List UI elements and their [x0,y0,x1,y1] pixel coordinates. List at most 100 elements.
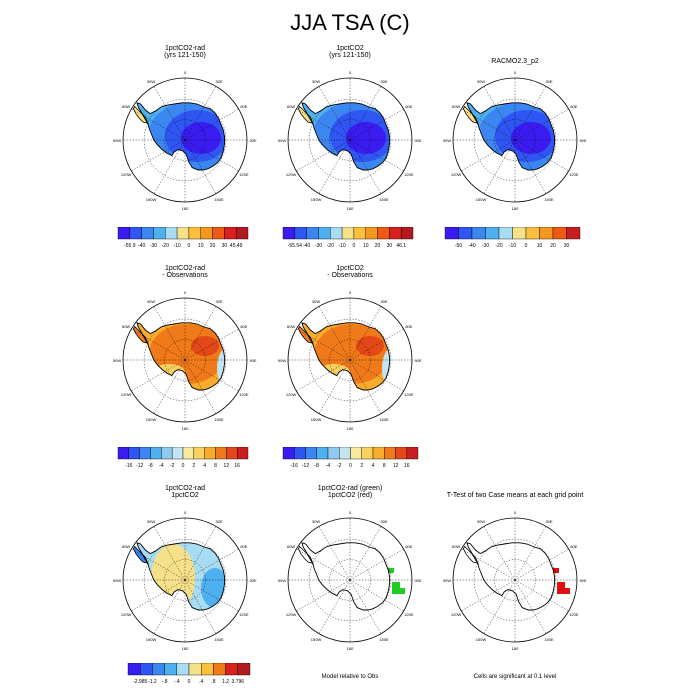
longitude-label: 30W [477,519,485,524]
colorbar-swatch [318,226,331,240]
meridian-line [483,526,516,581]
longitude-label: 150E [214,417,224,422]
coastline [301,542,391,611]
meridian-line [184,306,217,361]
colorbar-swatch [161,446,173,460]
meridian-line [349,328,404,361]
meridian-line [296,579,351,612]
longitude-label: 120E [569,172,579,177]
colorbar-tick-label: 10 [363,243,369,249]
longitude-label: 150E [379,417,389,422]
colorbar-swatch [141,226,154,240]
longitude-label: 60E [240,324,247,329]
meridian-line [349,108,404,141]
panel-title-line: - Observations [162,272,208,279]
meridian-line [483,86,516,141]
meridian-line [461,579,516,612]
meridian-line [514,548,569,581]
panel-title-line: 1pctCO2-rad [164,45,206,52]
panel-title: 1pctCO2-rad (green) 1pctCO2 (red) [275,485,425,499]
colorbar-swatch [200,662,214,676]
meridian-line [318,306,351,361]
meridian-line [184,359,217,414]
colorbar-tick-label: 8 [383,463,386,469]
meridian-line [514,108,569,141]
colorbar-wrap: -55.54 -40 -30 -20 -10 0 10 20 30 46.1 [273,226,423,258]
significant-cell [553,568,559,573]
longitude-label: 90E [414,358,421,363]
longitude-label: 60W [287,544,295,549]
significant-cell [400,588,405,594]
colorbar-tick-label: -.8 [162,679,168,685]
longitude-label: 0 [184,290,187,295]
latitude-circle [473,98,557,182]
meridian-line [349,526,382,581]
meridian-line [131,359,186,392]
coastline [136,102,226,171]
longitude-label: 60E [405,544,412,549]
significant-cell [392,582,400,594]
colorbar-swatch [485,226,500,240]
colorbar-tick-label: -10 [509,243,516,249]
panel-title-line: 1pctCO2 (red) [327,492,373,499]
longitude-label: 90E [579,578,586,583]
colorbar-swatch [128,446,140,460]
colorbar-wrap: -2.985 -1.2 -.8 -.4 0 .4 .8 1.2 3.796 [118,662,260,694]
panel-title-line: RACMO2.3_p2 [491,58,539,65]
longitude-label: 180 [347,426,354,431]
longitude-label: 150W [146,417,157,422]
latitude-circle [329,119,371,161]
longitude-label: 90W [113,358,121,363]
meridian-line [514,86,547,141]
meridian-line [184,86,217,141]
longitude-label: 30W [312,79,320,84]
colorbar-swatch [512,226,527,240]
polar-map: 0 30E 60E 90E 120E 150E 180 150W 120W 90W 60W 30W [278,510,422,651]
longitude-label: 120W [121,172,132,177]
coastline [466,542,556,611]
longitude-label: 120E [404,392,414,397]
meridian-line [184,579,217,634]
figure-title: JJA TSA (C) [290,10,410,35]
polar-map: 0 30E 60E 90E 120E 150E 180 150W 120W 90W 60W 30W [443,510,587,651]
meridian-line [483,139,516,194]
colorbar-swatch [458,226,473,240]
longitude-label: 90E [249,358,256,363]
colorbar-swatch [213,662,226,676]
longitude-label: 0 [184,510,187,515]
colorbar-swatch [552,226,567,240]
longitude-label: 90W [113,138,121,143]
colorbar-swatch [525,226,540,240]
colorbar-tick-label: 45.49 [230,243,243,249]
longitude-label: 150E [379,637,389,642]
longitude-label: 30E [545,519,552,524]
latitude-circle [494,119,536,161]
colorbar-tick-label: 16 [404,463,410,469]
longitude-label: 0 [349,290,352,295]
longitude-label: 150E [544,197,554,202]
meridian-line [514,526,547,581]
colorbar-swatch [384,446,396,460]
colorbar-swatch [212,226,225,240]
meridian-line [184,108,239,141]
longitude-label: 150W [476,637,487,642]
map-panel-p3: RACMO2.3_p2 0 30E 60E 90E 120E 150E 180 150W 120W… [440,58,590,233]
longitude-label: 90E [249,138,256,143]
longitude-label: 0 [514,510,517,515]
longitude-label: 120W [286,172,297,177]
colorbar-swatch [305,446,317,460]
colorbar-swatch [327,446,340,460]
colorbar-tick-label: -50 [455,243,462,249]
polar-map: 0 30E 60E 90E 120E 150E 180 150W 120W 90W 60W 30W [113,510,257,651]
meridian-line [349,359,382,414]
colorbar: -16 -12 -8 -4 -2 0 2 4 8 12 16 [282,446,419,469]
colorbar-tick-label: -20 [495,243,502,249]
polar-map: 0 30E 60E 90E 120E 150E 180 150W 120W 90W 60W 30W [278,70,422,211]
meridian-line [131,548,186,581]
bias-hot [356,336,384,356]
colorbar-swatch [316,446,329,460]
significant-cell [388,568,394,573]
colorbar-tick-label: -40 [138,243,145,249]
colorbar-swatch [498,226,513,240]
bias-warm [149,324,225,384]
